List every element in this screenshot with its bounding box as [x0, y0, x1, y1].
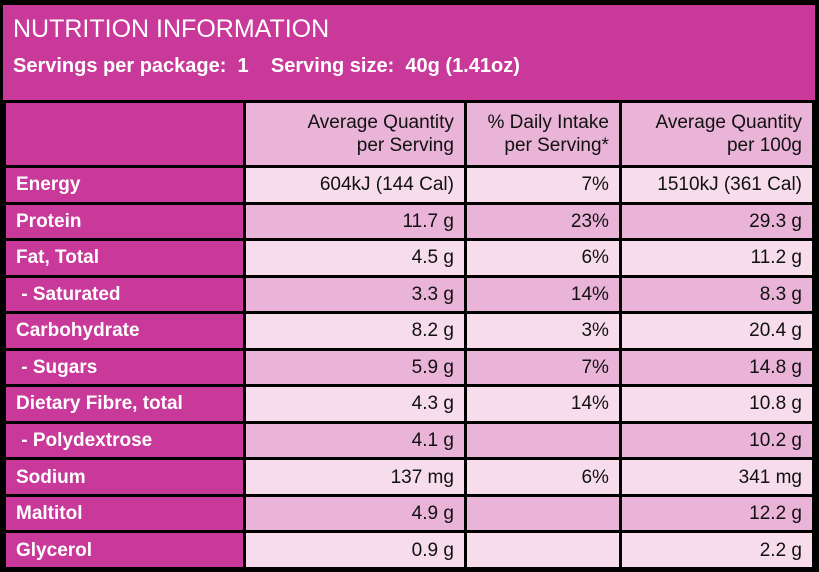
daily-intake-value — [466, 533, 619, 567]
header-per-serving-line2: per Serving — [356, 135, 454, 156]
table-row: Protein 11.7 g 23% 29.3 g — [6, 204, 812, 239]
per-100g-value: 10.8 g — [621, 387, 812, 421]
per-100g-value: 29.3 g — [621, 204, 812, 239]
header-per-100g-line1: Average Quantity — [655, 112, 802, 133]
per-100g-value: 2.2 g — [621, 533, 812, 567]
daily-intake-value — [466, 496, 619, 531]
per-100g-value: 11.2 g — [621, 241, 812, 275]
header-per-100g: Average Quantity per 100g — [621, 103, 812, 165]
serving-info: Servings per package: 1 Serving size: 40… — [13, 55, 520, 77]
daily-intake-value: 23% — [466, 204, 619, 239]
table-header-row: Average Quantity per Serving % Daily Inta… — [6, 103, 812, 165]
per-serving-value: 5.9 g — [245, 350, 464, 385]
daily-intake-value: 14% — [466, 387, 619, 421]
per-100g-value: 10.2 g — [621, 423, 812, 458]
row-label: - Polydextrose — [6, 423, 243, 458]
table-row: Glycerol 0.9 g 2.2 g — [6, 533, 812, 567]
daily-intake-value: 3% — [466, 314, 619, 348]
row-label: Energy — [6, 168, 243, 202]
daily-intake-value: 6% — [466, 241, 619, 275]
per-serving-value: 4.9 g — [245, 496, 464, 531]
table-row: Fat, Total 4.5 g 6% 11.2 g — [6, 241, 812, 275]
nutrition-table: Average Quantity per Serving % Daily Inta… — [3, 100, 815, 570]
header-per-serving: Average Quantity per Serving — [245, 103, 464, 165]
daily-intake-value: 7% — [466, 168, 619, 202]
header-daily-intake: % Daily Intake per Serving* — [466, 103, 619, 165]
daily-intake-value: 6% — [466, 460, 619, 494]
table-row: Carbohydrate 8.2 g 3% 20.4 g — [6, 314, 812, 348]
row-label: Dietary Fibre, total — [6, 387, 243, 421]
header-daily-intake-line2: per Serving* — [504, 135, 609, 156]
row-label: Fat, Total — [6, 241, 243, 275]
row-label: Sodium — [6, 460, 243, 494]
table-row: Energy 604kJ (144 Cal) 7% 1510kJ (361 Ca… — [6, 168, 812, 202]
per-serving-value: 4.1 g — [245, 423, 464, 458]
per-serving-value: 11.7 g — [245, 204, 464, 239]
header-per-serving-line1: Average Quantity — [307, 112, 454, 133]
daily-intake-value: 7% — [466, 350, 619, 385]
per-100g-value: 12.2 g — [621, 496, 812, 531]
per-100g-value: 14.8 g — [621, 350, 812, 385]
row-label: Carbohydrate — [6, 314, 243, 348]
header-empty-cell — [6, 103, 243, 165]
per-serving-value: 604kJ (144 Cal) — [245, 168, 464, 202]
table-row: - Saturated 3.3 g 14% 8.3 g — [6, 277, 812, 312]
per-serving-value: 3.3 g — [245, 277, 464, 312]
table-row: - Polydextrose 4.1 g 10.2 g — [6, 423, 812, 458]
row-label: Glycerol — [6, 533, 243, 567]
table-row: - Sugars 5.9 g 7% 14.8 g — [6, 350, 812, 385]
per-100g-value: 341 mg — [621, 460, 812, 494]
table-row: Dietary Fibre, total 4.3 g 14% 10.8 g — [6, 387, 812, 421]
header-daily-intake-line1: % Daily Intake — [487, 112, 609, 133]
row-label: Protein — [6, 204, 243, 239]
daily-intake-value: 14% — [466, 277, 619, 312]
per-serving-value: 8.2 g — [245, 314, 464, 348]
daily-intake-value — [466, 423, 619, 458]
per-100g-value: 20.4 g — [621, 314, 812, 348]
per-100g-value: 1510kJ (361 Cal) — [621, 168, 812, 202]
per-serving-value: 4.3 g — [245, 387, 464, 421]
row-label: - Sugars — [6, 350, 243, 385]
panel-title: NUTRITION INFORMATION — [13, 15, 330, 43]
per-100g-value: 8.3 g — [621, 277, 812, 312]
table-row: Maltitol 4.9 g 12.2 g — [6, 496, 812, 531]
per-serving-value: 4.5 g — [245, 241, 464, 275]
table-row: Sodium 137 mg 6% 341 mg — [6, 460, 812, 494]
header-per-100g-line2: per 100g — [726, 135, 802, 156]
row-label: - Saturated — [6, 277, 243, 312]
per-serving-value: 0.9 g — [245, 533, 464, 567]
nutrition-header: NUTRITION INFORMATION Servings per packa… — [3, 5, 815, 100]
row-label: Maltitol — [6, 496, 243, 531]
per-serving-value: 137 mg — [245, 460, 464, 494]
